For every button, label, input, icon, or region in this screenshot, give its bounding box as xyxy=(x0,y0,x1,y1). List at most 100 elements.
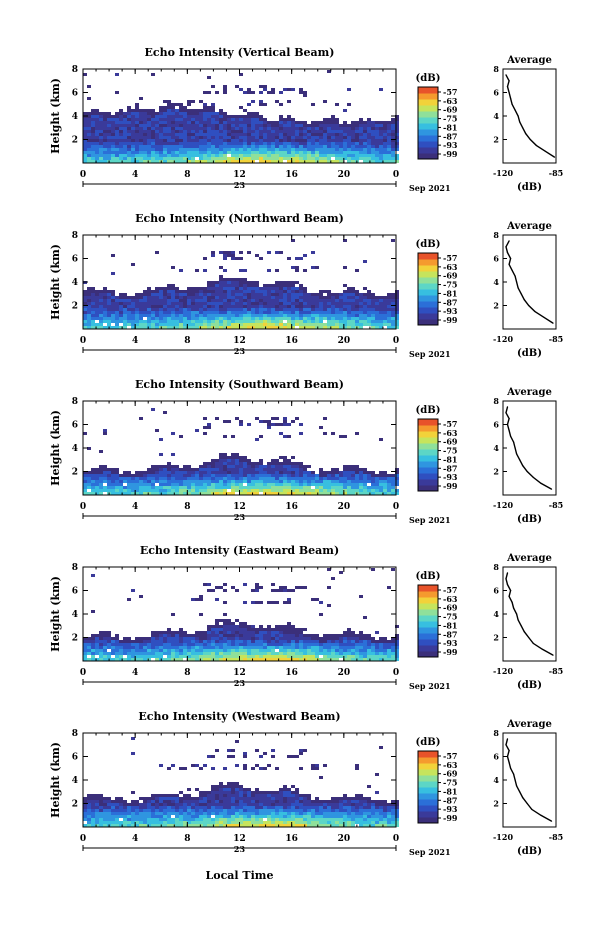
colorbar-tick-label: -63 xyxy=(443,594,458,604)
y-axis-label: Height (km) xyxy=(49,244,62,320)
average-y-tick-label: 8 xyxy=(493,64,499,74)
colorbar-swatch xyxy=(418,473,438,480)
y-tick-label: 6 xyxy=(72,255,78,265)
colorbar-swatch xyxy=(418,627,438,634)
average-y-tick-label: 6 xyxy=(493,254,499,264)
colorbar-tick-label: -87 xyxy=(443,297,457,307)
colorbar-tick-label: -69 xyxy=(443,271,458,281)
colorbar-swatch xyxy=(418,265,438,272)
average-y-tick-label: 2 xyxy=(493,135,499,145)
average-y-tick-label: 8 xyxy=(493,230,499,240)
colorbar-swatch xyxy=(418,639,438,646)
colorbar-tick-label: -63 xyxy=(443,428,458,438)
colorbar-swatch xyxy=(418,253,438,260)
colorbar-swatch xyxy=(418,585,438,592)
colorbar-tick-label: -93 xyxy=(443,140,458,150)
average-y-tick-label: 4 xyxy=(493,111,499,121)
x-tick-label: 12 xyxy=(233,834,246,844)
y-axis-label: Height (km) xyxy=(49,410,62,486)
heatmap-cells xyxy=(83,70,399,163)
average-profile-line xyxy=(505,240,554,324)
x-tick-label: 8 xyxy=(184,834,190,844)
average-profile-line xyxy=(505,406,552,490)
y-tick-label: 6 xyxy=(72,753,78,763)
average-frame xyxy=(502,234,557,330)
colorbar-swatch xyxy=(418,123,438,130)
colorbar-frame xyxy=(417,418,439,492)
colorbar-tick-label: -99 xyxy=(443,481,458,491)
colorbar-swatch xyxy=(418,271,438,278)
panel-title: Echo Intensity (Northward Beam) xyxy=(135,212,344,225)
colorbar-swatch xyxy=(418,609,438,616)
y-tick-label: 6 xyxy=(72,587,78,597)
colorbar-tick-label: -93 xyxy=(443,638,458,648)
average-x-label: (dB) xyxy=(517,182,542,193)
colorbar-tick-label: -69 xyxy=(443,603,458,613)
average-x-label: (dB) xyxy=(517,514,542,525)
colorbar-tick-label: -63 xyxy=(443,262,458,272)
colorbar-swatch xyxy=(418,111,438,118)
colorbar-swatch xyxy=(418,811,438,818)
colorbar-swatch xyxy=(418,141,438,148)
y-tick-label: 4 xyxy=(72,610,78,620)
panel-title: Echo Intensity (Westward Beam) xyxy=(138,710,340,723)
colorbar-tick-label: -81 xyxy=(443,786,457,796)
heatmap-cells xyxy=(83,239,399,329)
colorbar-tick-label: -81 xyxy=(443,620,457,630)
colorbar-tick-label: -93 xyxy=(443,306,458,316)
colorbar-tick-label: -63 xyxy=(443,760,458,770)
colorbar-swatch xyxy=(418,485,438,492)
heatmap-cells xyxy=(83,408,399,495)
colorbar-tick-label: -75 xyxy=(443,114,457,124)
date-label: Sep 2021 xyxy=(409,349,451,359)
colorbar-swatch xyxy=(418,591,438,598)
date-label: Sep 2021 xyxy=(409,681,451,691)
panel-5: Echo Intensity (Westward Beam) 0 4 8 12 16 20 0… xyxy=(49,710,563,857)
panel-1: Echo Intensity (Vertical Beam) 0 4 8 12 16 20 0… xyxy=(49,46,563,193)
y-tick-label: 8 xyxy=(72,65,78,75)
y-tick-label: 4 xyxy=(72,776,78,786)
colorbar-swatch xyxy=(418,757,438,764)
colorbar-tick-label: -99 xyxy=(443,149,458,159)
x-tick-label: 20 xyxy=(338,336,351,346)
x-tick-label: 4 xyxy=(132,170,138,180)
average-profile-line xyxy=(505,738,552,822)
y-tick-label: 4 xyxy=(72,444,78,454)
colorbar-tick-label: -87 xyxy=(443,795,457,805)
colorbar-tick-label: -75 xyxy=(443,446,457,456)
x-tick-label: 8 xyxy=(184,668,190,678)
colorbar-swatch xyxy=(418,153,438,160)
average-title: Average xyxy=(506,55,552,66)
average-y-tick-label: 8 xyxy=(493,396,499,406)
day-label: 23 xyxy=(234,512,246,522)
colorbar-frame xyxy=(417,86,439,160)
heatmap-cells xyxy=(83,568,399,661)
colorbar-frame xyxy=(417,750,439,824)
panel-2: Echo Intensity (Northward Beam)0 4 8 12 16 20… xyxy=(49,212,563,359)
x-tick-label: 8 xyxy=(184,170,190,180)
x-tick-label: 16 xyxy=(285,336,298,346)
x-tick-label: 4 xyxy=(132,668,138,678)
colorbar-swatch xyxy=(418,283,438,290)
colorbar-swatch xyxy=(418,603,438,610)
colorbar-swatch xyxy=(418,633,438,640)
x-tick-label: 16 xyxy=(285,502,298,512)
colorbar-swatch xyxy=(418,817,438,824)
average-y-tick-label: 6 xyxy=(493,88,499,98)
colorbar-swatch xyxy=(418,467,438,474)
colorbar-tick-label: -81 xyxy=(443,288,457,298)
colorbar-tick-label: -69 xyxy=(443,437,458,447)
x-tick-label: 0 xyxy=(393,170,399,180)
colorbar-swatch xyxy=(418,621,438,628)
colorbar-swatch xyxy=(418,117,438,124)
colorbar-unit: (dB) xyxy=(416,239,441,250)
colorbar-tick-label: -57 xyxy=(443,253,457,263)
x-tick-label: 8 xyxy=(184,502,190,512)
x-tick-label: 0 xyxy=(393,502,399,512)
colorbar-swatch xyxy=(418,289,438,296)
day-label: 23 xyxy=(234,180,246,190)
colorbar-swatch xyxy=(418,449,438,456)
colorbar-tick-label: -93 xyxy=(443,804,458,814)
colorbar-swatch xyxy=(418,763,438,770)
y-tick-label: 2 xyxy=(72,634,78,644)
